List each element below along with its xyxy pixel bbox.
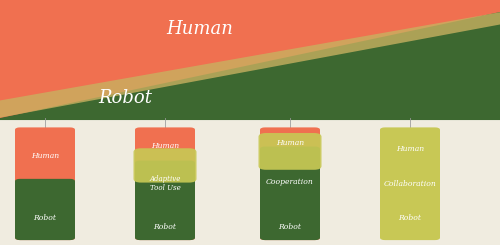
Text: Human: Human bbox=[151, 142, 179, 150]
Text: Human: Human bbox=[396, 145, 424, 153]
Text: Robot: Robot bbox=[398, 214, 421, 222]
Text: Cooperation: Cooperation bbox=[266, 178, 314, 186]
Text: Human: Human bbox=[166, 20, 234, 38]
FancyBboxPatch shape bbox=[260, 127, 320, 240]
Text: Robot: Robot bbox=[154, 223, 176, 231]
Text: Robot: Robot bbox=[278, 223, 301, 231]
Text: Human: Human bbox=[276, 139, 304, 147]
Polygon shape bbox=[0, 12, 500, 118]
FancyBboxPatch shape bbox=[15, 127, 75, 240]
Polygon shape bbox=[0, 0, 500, 118]
Text: Human: Human bbox=[31, 152, 59, 160]
FancyBboxPatch shape bbox=[0, 0, 500, 120]
FancyBboxPatch shape bbox=[15, 179, 75, 240]
Text: Collaboration: Collaboration bbox=[384, 180, 436, 188]
FancyBboxPatch shape bbox=[135, 127, 195, 240]
Text: Robot: Robot bbox=[34, 214, 56, 222]
Text: Robot: Robot bbox=[98, 89, 152, 107]
Text: Adaptive
Tool Use: Adaptive Tool Use bbox=[150, 175, 180, 192]
FancyBboxPatch shape bbox=[258, 133, 322, 170]
FancyBboxPatch shape bbox=[380, 127, 440, 240]
FancyBboxPatch shape bbox=[260, 147, 320, 240]
FancyBboxPatch shape bbox=[135, 160, 195, 240]
FancyBboxPatch shape bbox=[134, 148, 196, 183]
